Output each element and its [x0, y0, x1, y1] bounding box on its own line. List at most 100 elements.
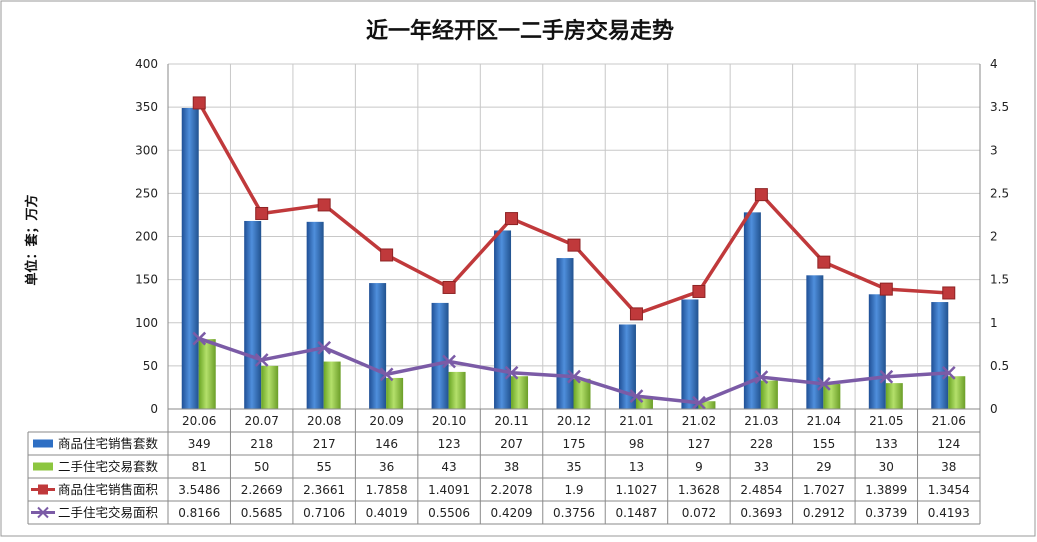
- bar-1: [885, 383, 903, 409]
- x-category-label: 20.09: [369, 414, 403, 428]
- legend-label: 商品住宅销售面积: [58, 482, 158, 497]
- line-marker-square: [442, 280, 456, 294]
- line-marker-x: [254, 353, 269, 367]
- x-category-label: 20.06: [182, 414, 216, 428]
- line-marker-x: [879, 369, 894, 384]
- data-table-cell: 33: [754, 460, 769, 474]
- y-tick-label: 300: [135, 143, 158, 157]
- y2-tick-label: 0.5: [990, 359, 1009, 373]
- line-marker-square: [380, 248, 394, 262]
- line-marker-square: [754, 188, 768, 202]
- data-table-cell: 217: [313, 437, 336, 451]
- line-marker-square: [942, 286, 956, 300]
- data-table-cell: 35: [566, 460, 581, 474]
- y2-tick-label: 0: [990, 402, 998, 416]
- y2-tick-label: 3: [990, 143, 998, 157]
- legend-key-bar: [33, 462, 53, 471]
- bar-1: [823, 383, 841, 409]
- bar-0: [743, 212, 761, 409]
- data-table-cell: 2.2078: [491, 483, 533, 497]
- y2-tick-label: 1.5: [990, 273, 1009, 287]
- line-marker-square: [255, 206, 269, 220]
- data-table-cell: 1.9: [564, 483, 583, 497]
- bar-0: [181, 107, 199, 410]
- data-table-cell: 155: [812, 437, 835, 451]
- line-marker-square: [567, 238, 581, 252]
- x-category-label: 20.08: [307, 414, 341, 428]
- bar-1: [261, 365, 279, 409]
- data-table-cell: 0.8166: [178, 506, 220, 520]
- legend-key-bar: [33, 439, 53, 448]
- line-marker-x: [192, 331, 207, 346]
- y-tick-label: 400: [135, 57, 158, 71]
- data-table-cell: 1.7858: [366, 483, 408, 497]
- x-category-label: 20.12: [557, 414, 591, 428]
- data-table-cell: 30: [879, 460, 894, 474]
- x-category-label: 21.03: [744, 414, 778, 428]
- line-marker-square: [692, 284, 706, 298]
- data-table-cell: 2.2669: [241, 483, 283, 497]
- x-category-label: 21.05: [869, 414, 903, 428]
- line-marker-x: [692, 395, 706, 410]
- data-table-cell: 0.4209: [491, 506, 533, 520]
- data-table-cell: 0.7106: [303, 506, 345, 520]
- line-marker-x: [754, 370, 769, 385]
- data-table-cell: 55: [317, 460, 332, 474]
- bar-1: [448, 371, 466, 409]
- data-table-cell: 0.4193: [928, 506, 970, 520]
- bar-1: [511, 376, 529, 409]
- data-table-cell: 2.4854: [740, 483, 782, 497]
- line-marker-square: [317, 198, 331, 212]
- y-tick-label: 150: [135, 273, 158, 287]
- lines: [192, 96, 956, 410]
- bar-1: [323, 361, 341, 409]
- data-table-cell: 1.1027: [615, 483, 657, 497]
- legend-key-marker: [37, 506, 49, 519]
- data-table-cell: 0.5506: [428, 506, 470, 520]
- grid: [168, 63, 980, 409]
- data-table-cell: 2.3661: [303, 483, 345, 497]
- bar-0: [306, 221, 324, 409]
- data-table-cell: 1.3899: [865, 483, 907, 497]
- line-marker-x: [941, 365, 956, 380]
- y2-tick-label: 2: [990, 230, 998, 244]
- bar-0: [556, 258, 574, 409]
- data-table-cell: 3.5486: [178, 483, 220, 497]
- bar-1: [198, 339, 216, 409]
- data-table-cell: 207: [500, 437, 523, 451]
- data-table-cell: 133: [875, 437, 898, 451]
- line-marker-square: [879, 282, 893, 296]
- data-table-cell: 29: [816, 460, 831, 474]
- data-table-cell: 218: [250, 437, 273, 451]
- data-table-cell: 38: [941, 460, 956, 474]
- line-marker-square: [192, 96, 206, 110]
- bar-0: [431, 302, 449, 409]
- data-table: 20.06 20.07 20.08 20.09 20.10 20.11 20.12 21.01…: [27, 408, 981, 525]
- line-marker-square: [505, 212, 519, 226]
- x-category-label: 21.04: [807, 414, 841, 428]
- line-marker-x: [629, 389, 644, 404]
- line-marker-x: [567, 369, 581, 384]
- data-table-cell: 0.3756: [553, 506, 595, 520]
- bar-0: [494, 230, 512, 409]
- data-table-cell: 124: [937, 437, 960, 451]
- data-table-cell: 9: [695, 460, 703, 474]
- legend-key-marker: [38, 484, 48, 495]
- data-table-cell: 0.3693: [740, 506, 782, 520]
- bar-1: [948, 376, 966, 409]
- data-table-cell: 1.4091: [428, 483, 470, 497]
- data-table-cell: 123: [438, 437, 461, 451]
- bar-0: [868, 294, 886, 409]
- line-marker-x: [442, 354, 456, 369]
- y-axis-label: 单位：套；万方: [24, 194, 40, 285]
- data-table-cell: 228: [750, 437, 773, 451]
- legend-label: 商品住宅销售套数: [58, 436, 159, 451]
- y-tick-label: 100: [135, 316, 158, 330]
- data-table-cell: 0.4019: [366, 506, 408, 520]
- data-table-cell: 175: [563, 437, 586, 451]
- data-table-cell: 146: [375, 437, 398, 451]
- data-table-cell: 349: [188, 437, 211, 451]
- data-table-cell: 0.3739: [865, 506, 907, 520]
- y2-tick-label: 2.5: [990, 186, 1009, 200]
